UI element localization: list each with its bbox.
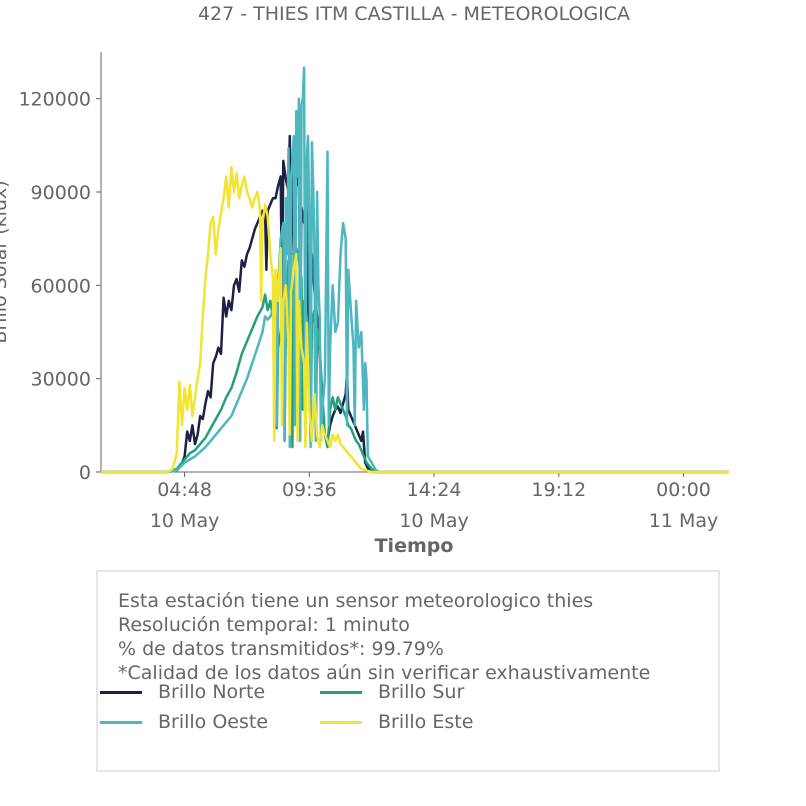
x-tick-label: 00:00 xyxy=(656,479,711,501)
legend-swatch-brillo-norte xyxy=(100,690,142,694)
y-axis-label: Brillo Solar (klux) xyxy=(0,180,11,343)
info-transmitted-text: % de datos transmitidos*: 99.79% xyxy=(118,638,444,660)
legend-swatch-brillo-este xyxy=(320,720,362,724)
plot-area: 0 30000 60000 90000 120000 04:48 10 May 09:36 14… xyxy=(18,52,729,532)
series-line-brillo-este xyxy=(101,165,729,474)
legend-label-brillo-sur: Brillo Sur xyxy=(378,681,465,703)
x-tick-date-label: 10 May xyxy=(150,510,220,532)
y-tick-label: 30000 xyxy=(31,369,91,391)
y-tick-label: 60000 xyxy=(31,275,91,297)
x-axis-label: Tiempo xyxy=(375,535,454,557)
station-info-box: Esta estación tiene un sensor meteorolog… xyxy=(96,570,720,772)
legend-label-brillo-este: Brillo Este xyxy=(378,711,474,733)
x-tick-label: 19:12 xyxy=(531,479,586,501)
solar-brightness-chart: 427 - THIES ITM CASTILLA - METEOROLOGICA… xyxy=(0,3,729,557)
chart-title: 427 - THIES ITM CASTILLA - METEOROLOGICA xyxy=(198,3,630,25)
legend-label-brillo-norte: Brillo Norte xyxy=(158,681,266,703)
x-tick-date-label: 11 May xyxy=(649,510,719,532)
y-tick-label: 120000 xyxy=(18,89,91,111)
y-tick-label: 90000 xyxy=(31,182,91,204)
legend-item-brillo-oeste: Brillo Oeste xyxy=(100,710,268,734)
series-line-brillo-oeste xyxy=(101,66,729,474)
legend-item-brillo-este: Brillo Este xyxy=(320,710,473,734)
x-tick-label: 09:36 xyxy=(282,479,337,501)
x-tick-label: 04:48 xyxy=(157,479,212,501)
info-quality-note: *Calidad de los datos aún sin verificar … xyxy=(118,662,651,684)
series-line-brillo-norte xyxy=(101,134,729,474)
legend-swatch-brillo-sur xyxy=(320,690,362,694)
legend-item-brillo-sur: Brillo Sur xyxy=(320,680,464,704)
x-tick-label: 14:24 xyxy=(407,479,462,501)
legend-item-brillo-norte: Brillo Norte xyxy=(100,680,265,704)
info-station-text: Esta estación tiene un sensor meteorolog… xyxy=(118,590,594,612)
y-tick-label: 0 xyxy=(79,462,91,484)
x-tick-date-label: 10 May xyxy=(399,510,469,532)
legend-label-brillo-oeste: Brillo Oeste xyxy=(158,711,269,733)
legend-swatch-brillo-oeste xyxy=(100,720,142,724)
info-resolution-text: Resolución temporal: 1 minuto xyxy=(118,614,410,636)
